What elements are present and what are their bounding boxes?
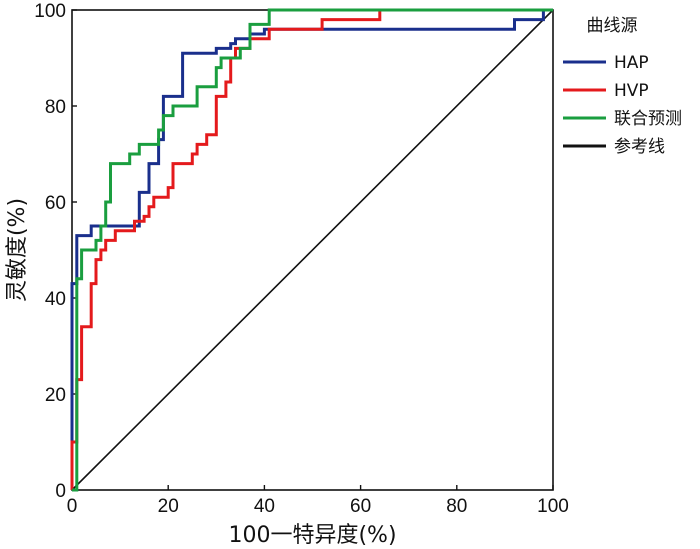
y-tick-label: 20: [45, 385, 66, 406]
x-tick-label: 60: [350, 496, 371, 517]
legend-label-0: HAP: [614, 53, 649, 73]
series-line-3: [71, 9, 554, 491]
x-axis: 0 20 40 60 80 100: [67, 485, 569, 517]
legend-label-2: 联合预测: [614, 109, 682, 129]
series-line-0: [70, 8, 553, 490]
y-tick-label: 100: [34, 1, 66, 22]
legend-title: 曲线源: [587, 16, 638, 36]
legend-label-3: 参考线: [614, 137, 665, 157]
series-layer: [70, 8, 554, 492]
y-tick-label: 80: [45, 97, 66, 118]
x-axis-title: 100一特异度(%): [228, 523, 396, 548]
x-tick-label: 0: [67, 496, 78, 517]
y-tick-label: 0: [55, 481, 66, 502]
y-tick-label: 60: [45, 193, 66, 214]
x-tick-label: 100: [537, 496, 569, 517]
x-tick-label: 40: [254, 496, 275, 517]
series-line-2: [72, 8, 553, 492]
plot-area: 0 20 40 60 80 100 0 20 40 60 80 100: [34, 1, 569, 517]
legend-label-1: HVP: [614, 81, 649, 101]
x-tick-label: 80: [446, 496, 467, 517]
y-axis-title: 灵敏度(%): [5, 198, 30, 302]
y-axis: 0 20 40 60 80 100: [34, 1, 77, 502]
y-tick-label: 40: [45, 289, 66, 310]
x-tick-label: 20: [158, 496, 179, 517]
